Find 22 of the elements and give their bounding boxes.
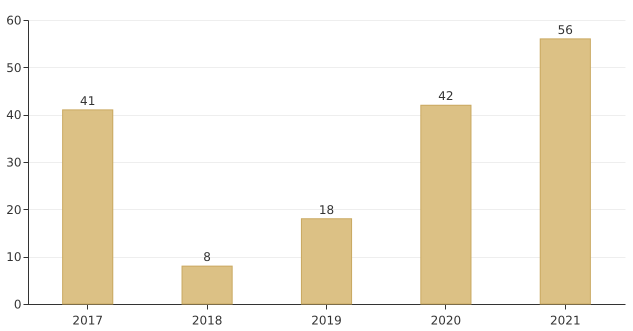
data-label: 56 (558, 22, 573, 37)
y-tick-label: 40 (6, 108, 22, 122)
data-label: 42 (438, 89, 454, 104)
y-tick-label: 0 (14, 298, 22, 312)
bar (420, 104, 472, 304)
data-label: 18 (318, 202, 334, 217)
x-tick-label: 2019 (311, 314, 342, 328)
y-tick-label: 50 (6, 60, 22, 75)
bar (300, 218, 352, 304)
bar (182, 266, 233, 304)
y-tick-label: 60 (6, 14, 22, 28)
data-label: 8 (203, 250, 211, 264)
bar (540, 38, 591, 304)
x-tick-label: 2018 (192, 314, 222, 328)
bar (62, 109, 114, 304)
data-label: 41 (80, 94, 96, 108)
x-tick-label: 2020 (430, 314, 462, 328)
y-tick-label: 30 (6, 156, 22, 170)
x-tick-label: 2017 (72, 314, 103, 328)
y-tick-label: 20 (6, 202, 22, 217)
x-tick-label: 2021 (550, 314, 581, 328)
y-tick-label: 10 (6, 250, 22, 264)
